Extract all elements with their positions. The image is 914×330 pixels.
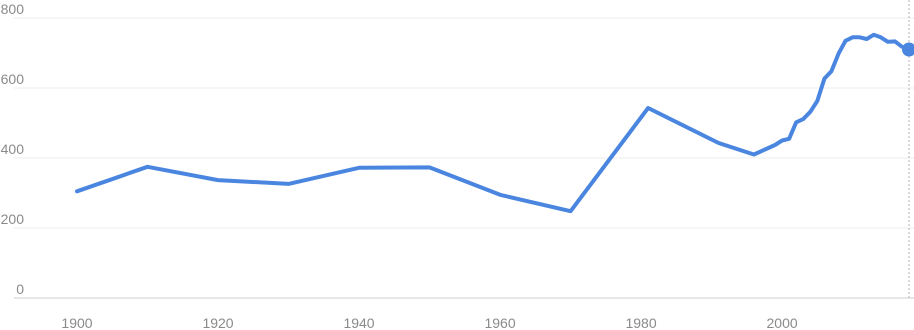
highlighted-data-point[interactable] [902,42,914,57]
x-tick-label: 1940 [343,315,374,330]
x-tick-label: 1980 [625,315,656,330]
y-axis-tick-labels: 0 200 400 600 800 [1,1,25,297]
y-tick-label: 400 [1,141,25,157]
x-tick-label: 1960 [484,315,515,330]
x-tick-label: 1900 [61,315,92,330]
y-tick-label: 600 [1,71,25,87]
x-axis-tick-labels: 1900 1920 1940 1960 1980 2000 [61,315,797,330]
y-tick-label: 0 [16,281,24,297]
grid-lines [14,17,914,299]
y-tick-label: 200 [1,211,25,227]
series-line[interactable] [75,32,911,214]
y-tick-label: 800 [1,1,25,17]
x-tick-label: 2000 [767,315,798,330]
x-tick-label: 1920 [202,315,233,330]
